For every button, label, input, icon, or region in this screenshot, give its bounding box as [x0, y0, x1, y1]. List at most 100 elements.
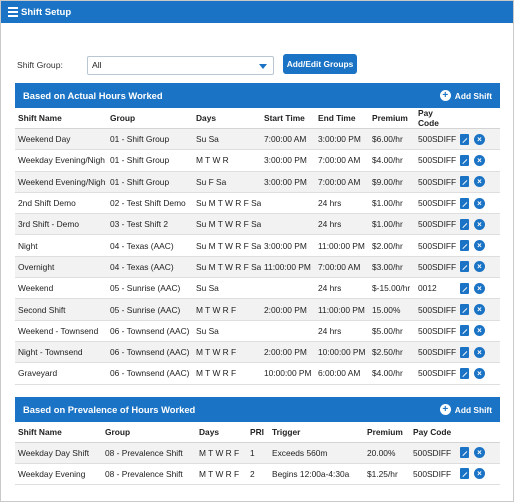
delete-icon[interactable]: ×	[474, 325, 485, 337]
delete-icon[interactable]: ×	[474, 346, 485, 358]
add-shift-button[interactable]: + Add Shift	[439, 90, 492, 101]
delete-icon[interactable]: ×	[474, 367, 485, 379]
table-cell: 500SDIFF	[415, 128, 457, 151]
delete-icon[interactable]: ×	[474, 261, 485, 273]
table-cell: 500SDIFF	[415, 192, 457, 215]
prevalence-header: Based on Prevalence of Hours Worked + Ad…	[15, 397, 500, 422]
add-shift-label: Add Shift	[454, 404, 492, 415]
column-header: Trigger	[269, 422, 364, 443]
column-header: Group	[102, 422, 196, 443]
shift-group-select[interactable]: All	[87, 55, 274, 75]
table-row[interactable]: Weekend Evening/Nigh 01 - Shift Group Su F…	[15, 171, 500, 193]
row-actions: ×	[457, 128, 500, 151]
table-cell: 500SDIFF	[415, 171, 457, 193]
table-row[interactable]: 2nd Shift Demo 02 - Test Shift Demo Su M T…	[15, 192, 500, 215]
table-cell: $9.00/hr	[369, 171, 415, 193]
table-cell: 24 hrs	[315, 192, 369, 215]
edit-icon[interactable]	[460, 346, 469, 358]
table-row[interactable]: Weekday Evening/Nigh 01 - Shift Group M T …	[15, 149, 500, 172]
table-cell: 500SDIFF	[415, 149, 457, 172]
actual-hours-title: Based on Actual Hours Worked	[23, 90, 163, 101]
table-cell: 05 - Sunrise (AAC)	[107, 298, 193, 321]
edit-icon[interactable]	[460, 218, 469, 230]
table-cell: Overnight	[15, 256, 107, 279]
table-cell: $2.00/hr	[369, 234, 415, 257]
column-header: PRI	[247, 422, 269, 443]
edit-icon[interactable]	[460, 447, 469, 459]
delete-icon[interactable]: ×	[474, 154, 485, 166]
table-cell: 24 hrs	[315, 277, 369, 300]
edit-icon[interactable]	[460, 240, 469, 252]
delete-icon[interactable]: ×	[474, 240, 485, 252]
edit-icon[interactable]	[460, 154, 469, 166]
delete-icon[interactable]: ×	[474, 282, 485, 294]
shift-group-filter: Shift Group: All	[17, 54, 377, 76]
row-actions: ×	[457, 171, 500, 193]
table-row[interactable]: Weekend - Townsend 06 - Townsend (AAC) Su …	[15, 320, 500, 342]
table-cell: 08 - Prevalence Shift	[102, 442, 196, 464]
table-row[interactable]: Weekday Evening 08 - Prevalence Shift M T …	[15, 463, 500, 486]
add-edit-groups-button[interactable]: Add/Edit Groups	[283, 54, 357, 74]
column-header: Days	[193, 108, 261, 129]
actual-hours-table: Shift Name Group Days Start Time End Time Pre…	[15, 108, 500, 385]
table-cell: M T W R	[193, 149, 261, 172]
table-row[interactable]: Night - Townsend 06 - Townsend (AAC) M T W…	[15, 341, 500, 364]
table-cell: 7:00:00 AM	[315, 256, 369, 279]
actions-header	[457, 108, 500, 129]
table-cell: 3rd Shift - Demo	[15, 213, 107, 236]
actual-hours-header: Based on Actual Hours Worked + Add Shift	[15, 83, 500, 108]
table-row[interactable]: Weekday Day Shift 08 - Prevalence Shift M …	[15, 442, 500, 464]
delete-icon[interactable]: ×	[474, 304, 485, 316]
table-cell: 3:00:00 PM	[315, 128, 369, 151]
table-cell: 06 - Townsend (AAC)	[107, 320, 193, 342]
table-cell: 2:00:00 PM	[261, 341, 315, 364]
delete-icon[interactable]: ×	[474, 176, 485, 188]
table-cell: 2:00:00 PM	[261, 298, 315, 321]
table-cell: M T W R F	[196, 463, 247, 486]
delete-icon[interactable]: ×	[474, 197, 485, 209]
column-header: Pay Code	[415, 108, 457, 129]
add-shift-button[interactable]: + Add Shift	[439, 404, 492, 415]
edit-icon[interactable]	[460, 304, 469, 316]
edit-icon[interactable]	[460, 325, 469, 337]
column-header: Pay Code	[410, 422, 457, 443]
edit-icon[interactable]	[460, 261, 469, 273]
table-cell	[261, 320, 315, 342]
table-cell: $-15.00/hr	[369, 277, 415, 300]
table-row[interactable]: Overnight 04 - Texas (AAC) Su M T W R F Sa…	[15, 256, 500, 279]
table-row[interactable]: Graveyard 06 - Townsend (AAC) M T W R F 10:…	[15, 362, 500, 385]
table-cell: 11:00:00 PM	[315, 234, 369, 257]
delete-icon[interactable]: ×	[474, 468, 485, 480]
table-cell: Weekday Evening/Nigh	[15, 149, 107, 172]
actions-header	[457, 422, 500, 443]
row-actions: ×	[457, 234, 500, 257]
table-cell: M T W R F	[193, 362, 261, 385]
delete-icon[interactable]: ×	[474, 218, 485, 230]
table-cell: Exceeds 560m	[269, 442, 364, 464]
table-cell: Su M T W R F Sa	[193, 234, 261, 257]
actual-hours-panel: Based on Actual Hours Worked + Add Shift…	[15, 83, 500, 385]
table-cell: 10:00:00 PM	[261, 362, 315, 385]
edit-icon[interactable]	[460, 176, 469, 188]
delete-icon[interactable]: ×	[474, 133, 485, 145]
row-actions: ×	[457, 213, 500, 236]
hamburger-icon[interactable]	[8, 5, 18, 19]
edit-icon[interactable]	[460, 133, 469, 145]
table-cell: Su Sa	[193, 277, 261, 300]
table-cell: Su M T W R F Sa	[193, 256, 261, 279]
row-actions: ×	[457, 320, 500, 342]
table-row[interactable]: Night 04 - Texas (AAC) Su M T W R F Sa 3:00…	[15, 234, 500, 257]
column-header: Shift Name	[15, 108, 107, 129]
delete-icon[interactable]: ×	[474, 447, 485, 459]
edit-icon[interactable]	[460, 197, 469, 209]
table-row[interactable]: Weekend 05 - Sunrise (AAC) Su Sa 24 hrs $-15…	[15, 277, 500, 300]
edit-icon[interactable]	[460, 468, 469, 480]
table-row[interactable]: Weekend Day 01 - Shift Group Su Sa 7:00:00 …	[15, 128, 500, 151]
edit-icon[interactable]	[460, 367, 469, 379]
table-row[interactable]: 3rd Shift - Demo 03 - Test Shift 2 Su M T …	[15, 213, 500, 236]
table-cell: 500SDIFF	[410, 463, 457, 486]
shift-group-selected: All	[92, 59, 102, 70]
plus-circle-icon: +	[439, 404, 451, 415]
edit-icon[interactable]	[460, 282, 469, 294]
